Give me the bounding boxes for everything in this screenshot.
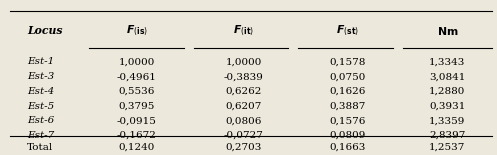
Text: Est-5: Est-5 xyxy=(27,102,55,111)
Text: 0,1663: 0,1663 xyxy=(330,143,366,152)
Text: Est-1: Est-1 xyxy=(27,58,55,66)
Text: $\boldsymbol{F}_{(\mathbf{st})}$: $\boldsymbol{F}_{(\mathbf{st})}$ xyxy=(336,24,359,38)
Text: 1,2537: 1,2537 xyxy=(429,143,466,152)
Text: 1,0000: 1,0000 xyxy=(118,58,155,66)
Text: -0,1672: -0,1672 xyxy=(117,131,157,140)
Text: -0,4961: -0,4961 xyxy=(117,72,157,81)
Text: 0,1626: 0,1626 xyxy=(330,87,366,96)
Text: Est-3: Est-3 xyxy=(27,72,55,81)
Text: -0,0727: -0,0727 xyxy=(224,131,263,140)
Text: -0,3839: -0,3839 xyxy=(224,72,263,81)
Text: 0,6207: 0,6207 xyxy=(225,102,262,111)
Text: 0,6262: 0,6262 xyxy=(225,87,262,96)
Text: 0,2703: 0,2703 xyxy=(225,143,262,152)
Text: 0,3887: 0,3887 xyxy=(330,102,366,111)
Text: 0,5536: 0,5536 xyxy=(118,87,155,96)
Text: 0,0809: 0,0809 xyxy=(330,131,366,140)
Text: 1,0000: 1,0000 xyxy=(225,58,262,66)
Text: 0,1578: 0,1578 xyxy=(330,58,366,66)
Text: $\boldsymbol{F}_{(\mathbf{it})}$: $\boldsymbol{F}_{(\mathbf{it})}$ xyxy=(233,24,254,38)
Text: 0,3795: 0,3795 xyxy=(118,102,155,111)
Text: Est-7: Est-7 xyxy=(27,131,55,140)
Text: Total: Total xyxy=(27,143,54,152)
Text: 0,1576: 0,1576 xyxy=(330,116,366,125)
Text: 2,8397: 2,8397 xyxy=(429,131,466,140)
Text: 0,0806: 0,0806 xyxy=(225,116,262,125)
Text: Locus: Locus xyxy=(27,26,63,36)
Text: $\boldsymbol{F}_{(\mathbf{is})}$: $\boldsymbol{F}_{(\mathbf{is})}$ xyxy=(126,24,148,38)
Text: Est-6: Est-6 xyxy=(27,116,55,125)
Text: 1,3359: 1,3359 xyxy=(429,116,466,125)
Text: 1,2880: 1,2880 xyxy=(429,87,466,96)
Text: -0,0915: -0,0915 xyxy=(117,116,157,125)
Text: $\mathbf{Nm}$: $\mathbf{Nm}$ xyxy=(436,25,458,37)
Text: Est-4: Est-4 xyxy=(27,87,55,96)
Text: 1,3343: 1,3343 xyxy=(429,58,466,66)
Text: 0,0750: 0,0750 xyxy=(330,72,366,81)
Text: 3,0841: 3,0841 xyxy=(429,72,466,81)
Text: 0,3931: 0,3931 xyxy=(429,102,466,111)
Text: 0,1240: 0,1240 xyxy=(118,143,155,152)
